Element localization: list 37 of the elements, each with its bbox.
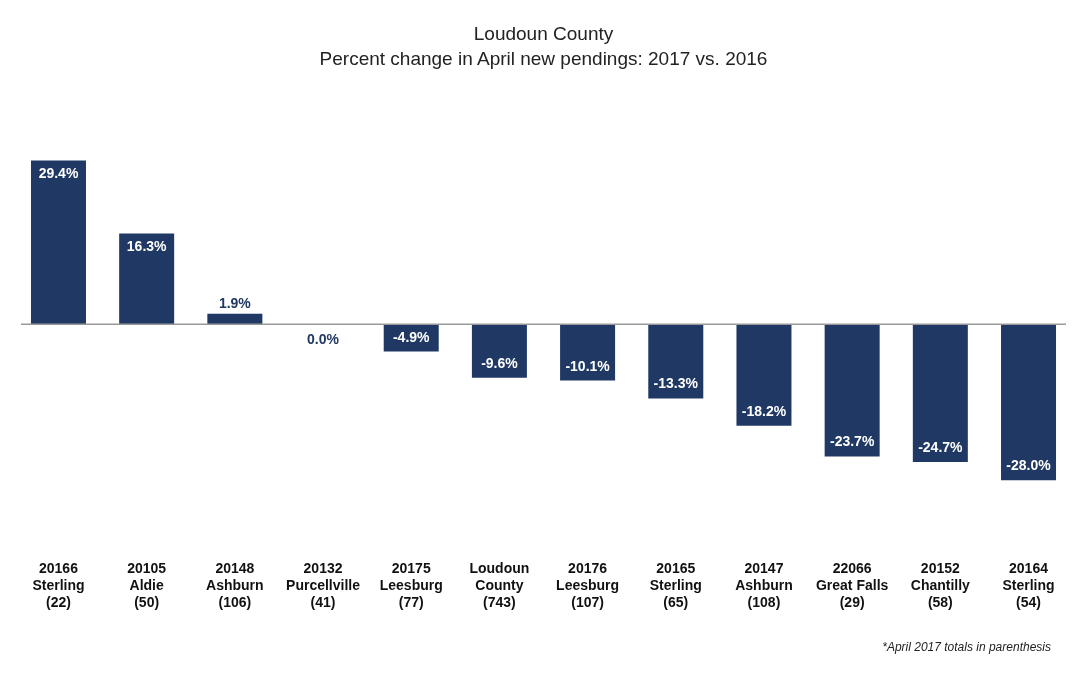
chart-subtitle: Percent change in April new pendings: 2017 vs. 2016	[319, 48, 768, 69]
bar	[30, 160, 86, 325]
data-label: -24.7%	[918, 438, 964, 455]
x-tick-label: 20175 Leesburg (77)	[379, 559, 443, 610]
data-label: -28.0%	[1006, 457, 1052, 474]
data-label: 29.4%	[38, 165, 79, 182]
data-label: -9.6%	[481, 354, 519, 371]
x-tick-label: 20105 Aldie (50)	[127, 559, 167, 610]
data-label: 0.0%	[307, 331, 340, 348]
data-label: -18.2%	[741, 402, 787, 419]
bar	[471, 324, 527, 378]
data-label: 16.3%	[126, 238, 168, 255]
x-tick-label: Loudoun County (743)	[469, 559, 530, 610]
data-label: -4.9%	[392, 328, 431, 345]
bar	[1001, 324, 1057, 481]
x-tick-label: 20176 Leesburg (107)	[556, 559, 620, 610]
data-label: 1.9%	[218, 294, 252, 311]
bar	[824, 324, 880, 457]
x-tick-label: 20164 Sterling (54)	[1002, 559, 1055, 610]
x-tick-label: 20152 Chantilly (58)	[910, 559, 971, 610]
bar	[207, 313, 263, 325]
x-tick-label: 20165 Sterling (65)	[649, 559, 702, 610]
bar	[912, 324, 968, 462]
bar	[119, 233, 175, 325]
bar	[560, 324, 616, 381]
text: *April 2017 totals in parenthesis	[882, 640, 1051, 654]
x-tick-label: 20166 Sterling (22)	[32, 559, 85, 610]
x-tick-label: 20132 Purcellville (41)	[286, 559, 361, 610]
bar	[648, 324, 704, 399]
data-label: -13.3%	[653, 375, 699, 392]
bar	[736, 324, 792, 426]
x-tick-label: 22066 Great Falls (29)	[815, 559, 889, 610]
data-label: -10.1%	[565, 357, 611, 374]
x-tick-label: 20148 Ashburn (106)	[206, 559, 264, 610]
data-label: -23.7%	[829, 433, 875, 450]
x-tick-label: 20147 Ashburn (108)	[735, 559, 793, 610]
chart-title: Loudoun County	[473, 23, 614, 44]
